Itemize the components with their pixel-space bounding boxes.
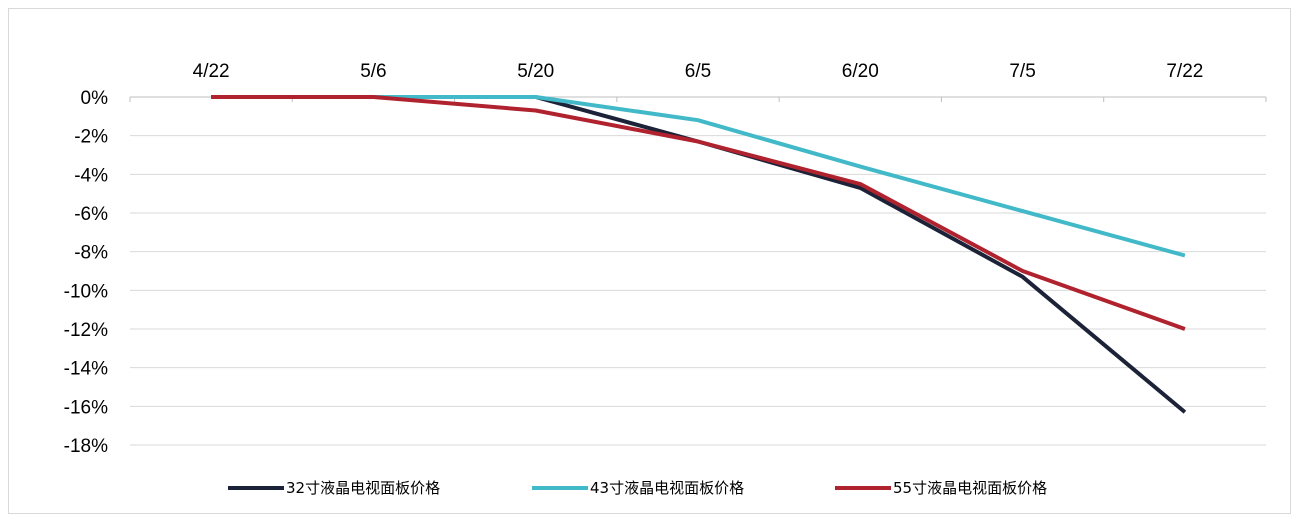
legend: 32寸液晶电视面板价格 43寸液晶电视面板价格 55寸液晶电视面板价格 — [228, 479, 1047, 497]
y-axis: 0% -2% -4% -6% -8% -10% -12% -14% -16% -18% — [64, 88, 108, 457]
x-tick-label: 4/22 — [193, 61, 230, 82]
y-tick-label: -10% — [64, 281, 108, 302]
y-tick-label: 0% — [81, 88, 109, 109]
x-tick-label: 6/5 — [685, 61, 711, 82]
gridlines — [130, 96, 1266, 446]
series-line-1 — [211, 95, 1187, 414]
series-line-2 — [211, 95, 1186, 258]
series-line-3 — [211, 95, 1186, 331]
y-tick-label: -14% — [64, 359, 108, 380]
y-tick-label: -2% — [74, 127, 108, 148]
y-tick-label: -4% — [74, 165, 108, 186]
legend-label-3: 55寸液晶电视面板价格 — [893, 479, 1047, 497]
x-tick-label: 7/22 — [1166, 61, 1203, 82]
x-tick-label: 6/20 — [842, 61, 879, 82]
y-tick-label: -8% — [74, 243, 108, 264]
y-tick-label: -16% — [64, 397, 108, 418]
y-tick-label: -12% — [64, 320, 108, 341]
legend-label-2: 43寸液晶电视面板价格 — [590, 479, 744, 497]
x-tick-label: 5/20 — [517, 61, 554, 82]
y-tick-label: -18% — [64, 436, 108, 457]
series-lines — [211, 95, 1187, 414]
x-tick-label: 7/5 — [1009, 61, 1035, 82]
chart-frame — [8, 8, 1291, 514]
x-axis: 4/22 5/6 5/20 6/5 6/20 7/5 7/22 — [129, 61, 1267, 102]
x-tick-label: 5/6 — [360, 61, 386, 82]
y-tick-label: -6% — [74, 204, 108, 225]
legend-label-1: 32寸液晶电视面板价格 — [286, 479, 440, 497]
